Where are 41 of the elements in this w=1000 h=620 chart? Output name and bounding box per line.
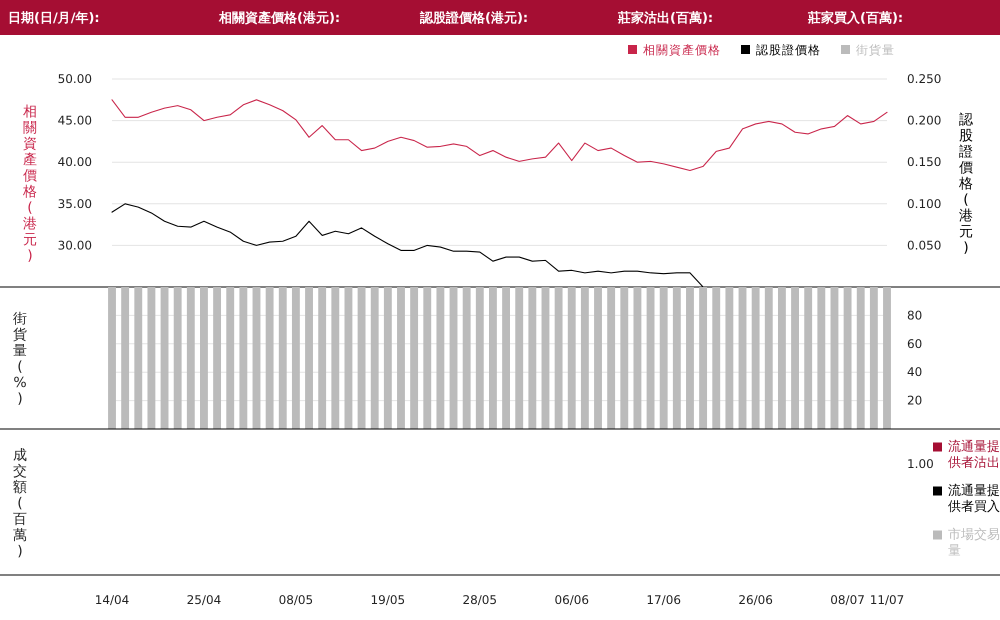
legend-label: 市場交易量	[948, 526, 1000, 558]
y-tick-label: 45.00	[58, 114, 92, 128]
category-label: 25/04	[186, 593, 222, 607]
line-series	[111, 99, 888, 172]
y-tick-label: 40	[907, 365, 922, 380]
y-tick-label: 40.00	[58, 155, 92, 170]
y-tick-label: 35.00	[58, 196, 92, 211]
y2-tick-label: 0.200	[907, 114, 942, 128]
legend-label: 認股證價格	[756, 43, 821, 57]
text: 相關資產價格(港元)	[23, 104, 37, 264]
category-label: 11/07	[870, 593, 904, 607]
category-label: 06/06	[554, 593, 590, 607]
y-tick-label: 50.00	[58, 72, 92, 86]
y2-tick-label: 0.100	[907, 196, 942, 211]
category-label: 28/05	[462, 593, 498, 607]
legend-label: 流通量提供者買入	[948, 482, 1000, 514]
category-label: 08/05	[278, 593, 314, 607]
category-label: 19/05	[370, 593, 406, 607]
text: 莊家沽出(百萬):	[617, 10, 714, 26]
legend-label: 街貨量	[856, 43, 895, 57]
text: 1.00	[907, 457, 934, 471]
text: 莊家買入(百萬):	[807, 10, 904, 26]
y-tick-label: 80	[907, 308, 922, 322]
y-tick-label: 60	[907, 336, 922, 351]
legend-label: 相關資產價格	[643, 43, 721, 57]
y-tick-label: 20	[907, 394, 922, 408]
y2-tick-label: 0.050	[907, 238, 942, 252]
category-label: 26/06	[738, 593, 773, 607]
category-label: 17/06	[646, 593, 681, 607]
category-label: 14/04	[94, 593, 130, 607]
text: 認股證價格(港元)	[959, 112, 973, 256]
y2-tick-label: 0.150	[907, 155, 942, 170]
text: 成交額(百萬)	[13, 448, 27, 560]
text: 相關資產價格(港元):	[218, 10, 340, 26]
y2-tick-label: 0.250	[907, 72, 942, 86]
text: 日期(日/月/年):	[8, 11, 100, 26]
legend-label: 流通量提供者沽出	[948, 438, 1000, 470]
text: 認股證價格(港元):	[419, 10, 528, 26]
y-tick-label: 30.00	[58, 238, 92, 252]
y-axis-title: 街貨量(%)	[13, 311, 27, 407]
category-label: 08/07	[830, 593, 865, 607]
